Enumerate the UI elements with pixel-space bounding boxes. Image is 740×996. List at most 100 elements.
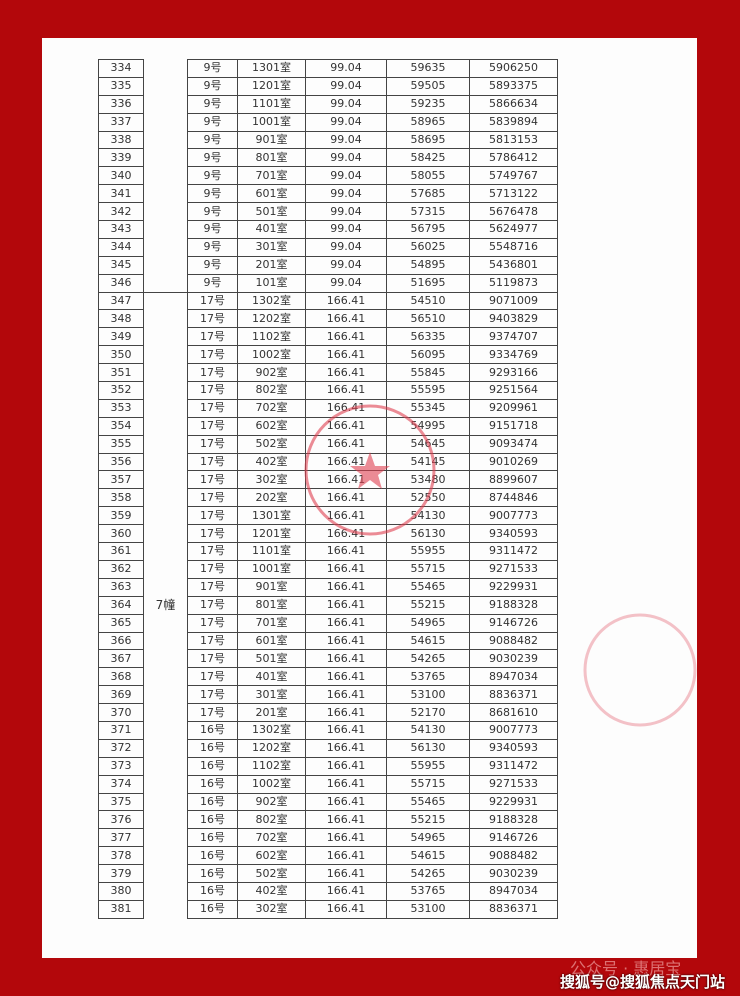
- building-cell: 17号: [187, 416, 238, 436]
- total-price-cell: 9010269: [469, 452, 558, 472]
- room-cell: 602室: [237, 416, 306, 436]
- total-price-cell: 9093474: [469, 434, 558, 454]
- building-cell: 16号: [187, 881, 238, 901]
- unit-price-cell: 54510: [386, 291, 470, 311]
- area-cell: 166.41: [305, 524, 387, 544]
- total-price-cell: 9030239: [469, 649, 558, 669]
- row-number-cell: 379: [98, 864, 144, 883]
- table-row: 368 17号 401室 166.41 53765 8947034: [98, 667, 558, 687]
- unit-price-cell: 53765: [386, 881, 470, 901]
- room-cell: 1102室: [237, 756, 306, 776]
- room-cell: 1201室: [237, 76, 306, 96]
- row-number-cell: 348: [98, 309, 144, 329]
- area-cell: 166.41: [305, 685, 387, 705]
- total-price-cell: 9146726: [469, 613, 558, 633]
- room-cell: 1001室: [237, 112, 306, 132]
- area-cell: 166.41: [305, 542, 387, 561]
- row-number-cell: 342: [98, 202, 144, 222]
- total-price-cell: 9311472: [469, 542, 558, 561]
- row-number-cell: 369: [98, 685, 144, 705]
- table-row: 361 17号 1101室 166.41 55955 9311472: [98, 542, 558, 561]
- unit-price-cell: 58965: [386, 112, 470, 132]
- room-cell: 1301室: [237, 506, 306, 526]
- unit-price-cell: 55465: [386, 792, 470, 812]
- total-price-cell: 5119873: [469, 273, 558, 293]
- room-cell: 501室: [237, 202, 306, 222]
- row-number-cell: 347: [98, 291, 144, 311]
- total-price-cell: 8899607: [469, 470, 558, 490]
- area-cell: 166.41: [305, 452, 387, 472]
- area-cell: 166.41: [305, 327, 387, 347]
- total-price-cell: 5548716: [469, 237, 558, 257]
- building-cell: 16号: [187, 792, 238, 812]
- building-cell: 17号: [187, 613, 238, 633]
- unit-price-cell: 59635: [386, 59, 470, 78]
- total-price-cell: 9229931: [469, 792, 558, 812]
- room-cell: 401室: [237, 667, 306, 687]
- total-price-cell: 5749767: [469, 166, 558, 186]
- total-price-cell: 9229931: [469, 577, 558, 597]
- building-cell: 16号: [187, 774, 238, 794]
- row-number-cell: 361: [98, 542, 144, 561]
- table-row: 380 16号 402室 166.41 53765 8947034: [98, 881, 558, 901]
- row-number-cell: 356: [98, 452, 144, 472]
- row-number-cell: 376: [98, 810, 144, 830]
- building-cell: 17号: [187, 667, 238, 687]
- unit-price-cell: 54615: [386, 846, 470, 866]
- building-cell: 16号: [187, 738, 238, 758]
- row-number-cell: 355: [98, 434, 144, 454]
- area-cell: 99.04: [305, 202, 387, 222]
- total-price-cell: 9403829: [469, 309, 558, 329]
- building-cell: 16号: [187, 864, 238, 883]
- unit-price-cell: 54265: [386, 864, 470, 883]
- room-cell: 1101室: [237, 94, 306, 114]
- row-number-cell: 352: [98, 381, 144, 400]
- building-cell: 17号: [187, 524, 238, 544]
- room-cell: 701室: [237, 613, 306, 633]
- area-cell: 166.41: [305, 810, 387, 830]
- row-number-cell: 357: [98, 470, 144, 490]
- row-number-cell: 353: [98, 398, 144, 418]
- group-cell-blank: [143, 59, 188, 293]
- unit-price-cell: 58425: [386, 148, 470, 168]
- building-cell: 9号: [187, 148, 238, 168]
- room-cell: 302室: [237, 899, 306, 919]
- unit-price-cell: 53480: [386, 470, 470, 490]
- row-number-cell: 364: [98, 595, 144, 615]
- total-price-cell: 5676478: [469, 202, 558, 222]
- total-price-cell: 9146726: [469, 828, 558, 848]
- area-cell: 166.41: [305, 792, 387, 812]
- total-price-cell: 9340593: [469, 738, 558, 758]
- room-cell: 701室: [237, 166, 306, 186]
- unit-price-cell: 55715: [386, 559, 470, 579]
- area-cell: 166.41: [305, 846, 387, 866]
- total-price-cell: 9271533: [469, 559, 558, 579]
- row-number-cell: 377: [98, 828, 144, 848]
- area-cell: 166.41: [305, 488, 387, 508]
- room-cell: 301室: [237, 237, 306, 257]
- table-row: 365 17号 701室 166.41 54965 9146726: [98, 613, 558, 633]
- area-cell: 99.04: [305, 273, 387, 293]
- area-cell: 166.41: [305, 720, 387, 740]
- area-cell: 99.04: [305, 130, 387, 150]
- unit-price-cell: 55215: [386, 810, 470, 830]
- total-price-cell: 9334769: [469, 345, 558, 365]
- row-number-cell: 360: [98, 524, 144, 544]
- area-cell: 99.04: [305, 220, 387, 239]
- row-number-cell: 381: [98, 899, 144, 919]
- building-cell: 17号: [187, 398, 238, 418]
- table-row: 337 9号 1001室 99.04 58965 5839894: [98, 112, 558, 132]
- row-number-cell: 359: [98, 506, 144, 526]
- row-number-cell: 351: [98, 363, 144, 383]
- room-cell: 301室: [237, 685, 306, 705]
- row-number-cell: 366: [98, 631, 144, 651]
- total-price-cell: 9271533: [469, 774, 558, 794]
- area-cell: 166.41: [305, 416, 387, 436]
- unit-price-cell: 53100: [386, 899, 470, 919]
- area-cell: 99.04: [305, 166, 387, 186]
- row-number-cell: 349: [98, 327, 144, 347]
- total-price-cell: 9251564: [469, 381, 558, 400]
- building-cell: 9号: [187, 237, 238, 257]
- room-cell: 702室: [237, 398, 306, 418]
- building-cell: 17号: [187, 649, 238, 669]
